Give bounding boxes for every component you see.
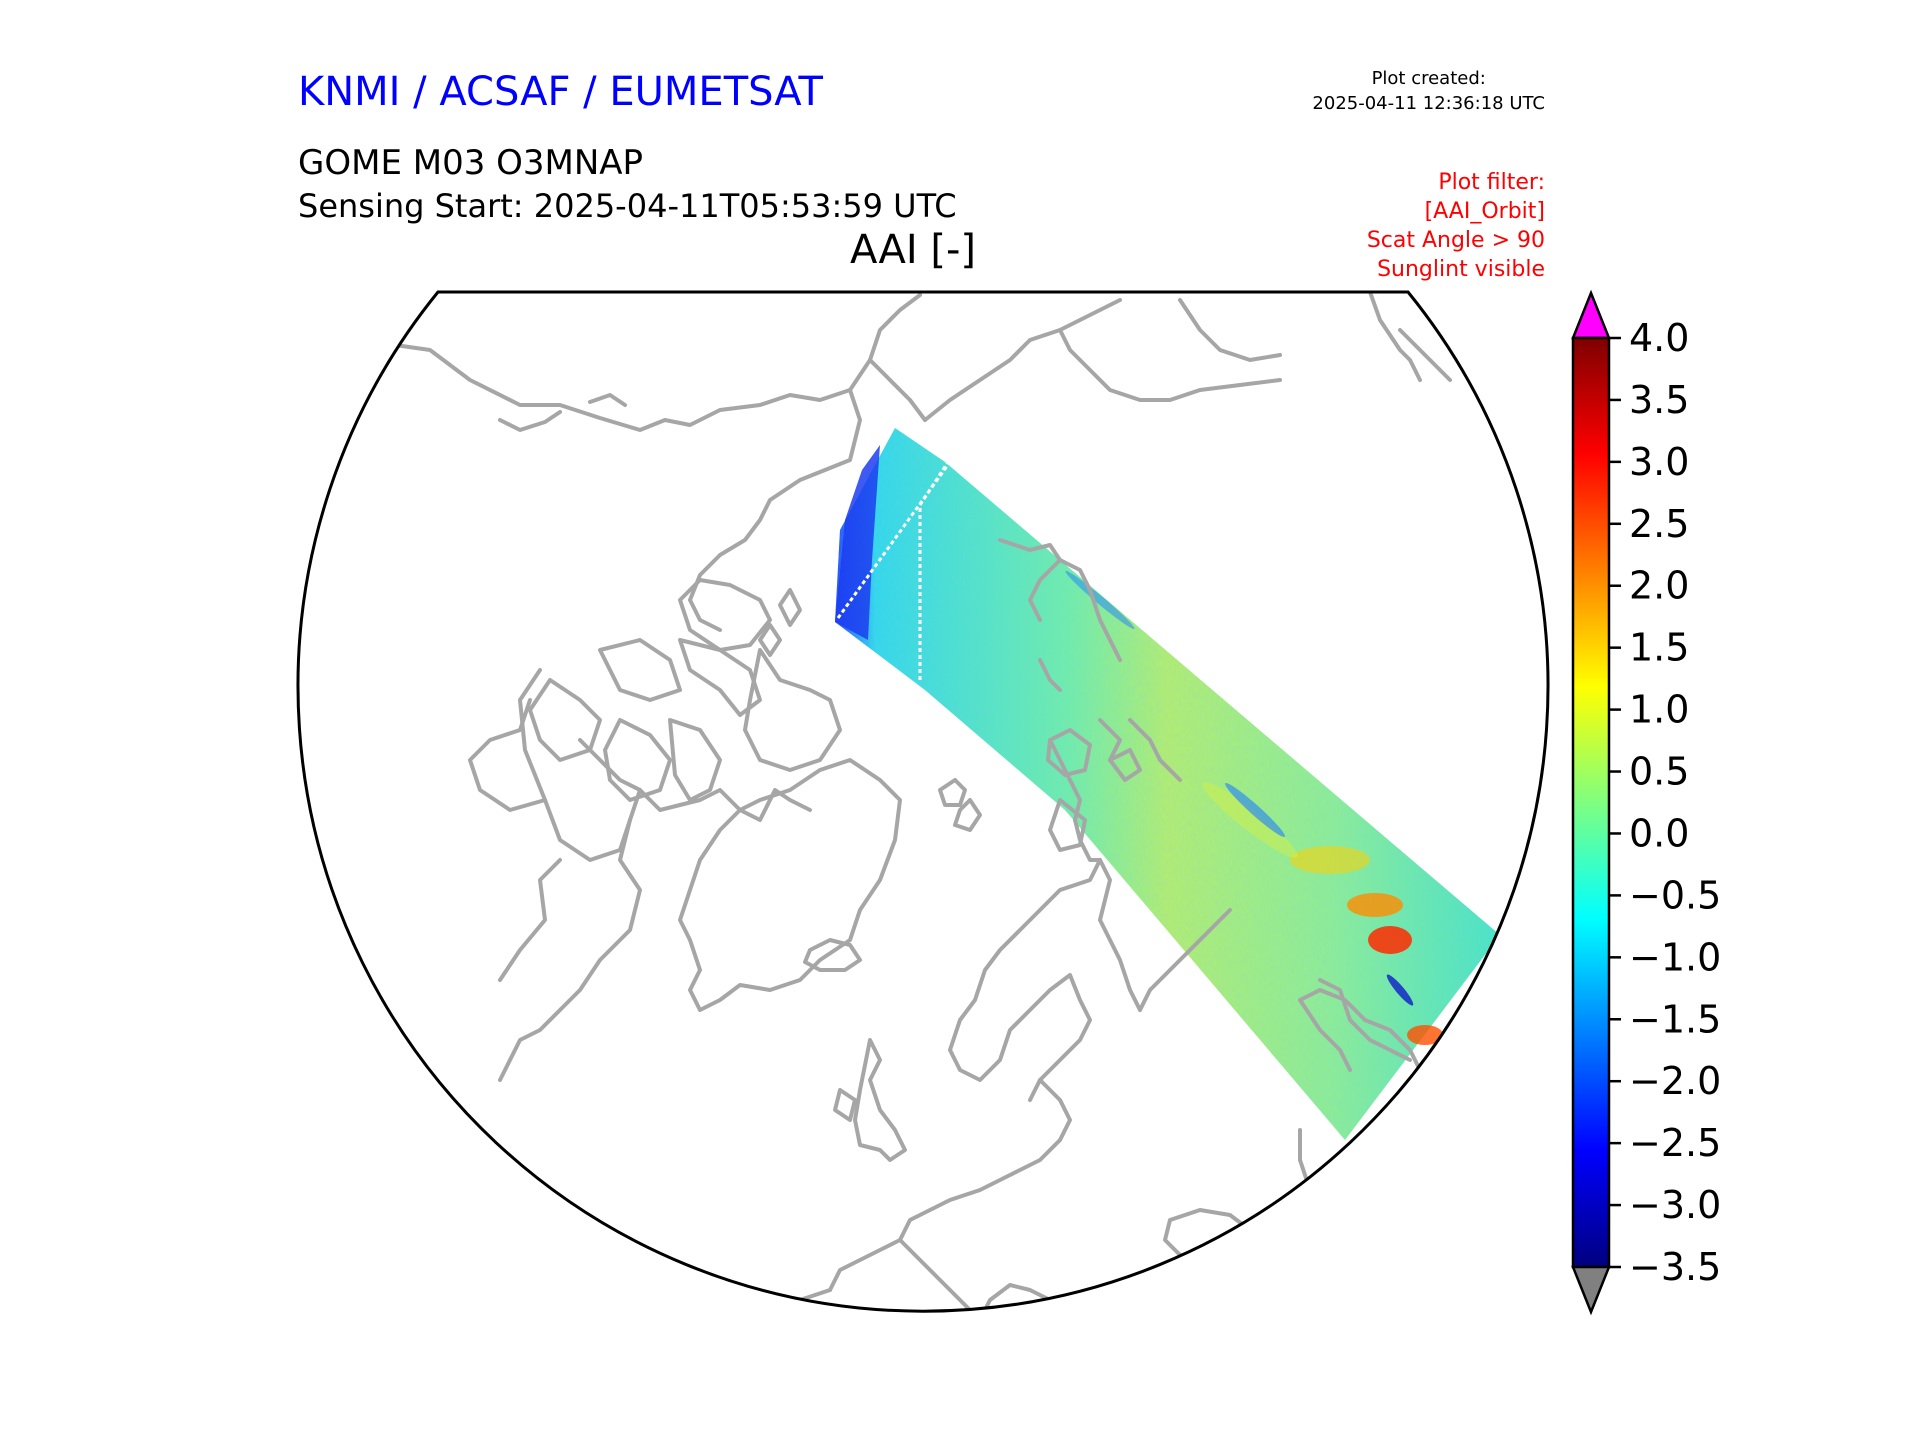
colorbar-under-extension	[1571, 1265, 1611, 1316]
colorbar-tick-label: 0.5	[1629, 750, 1689, 794]
colorbar-tick-label: −1.5	[1629, 997, 1721, 1041]
plot-filter-block: Plot filter: [AAI_Orbit] Scat Angle > 90…	[1367, 168, 1545, 284]
plot-created-label: Plot created:	[1371, 68, 1486, 89]
colorbar-tick-label: −2.0	[1629, 1059, 1721, 1103]
colorbar-tick-label: 3.0	[1629, 440, 1689, 484]
colorbar-tick-label: 4.0	[1629, 316, 1689, 360]
colorbar-tick-label: 1.5	[1629, 626, 1689, 670]
plot-filter-line-3: Sunglint visible	[1377, 257, 1545, 282]
aai-hotspot	[1407, 1025, 1443, 1045]
plot-created-block: Plot created: 2025-04-11 12:36:18 UTC	[1312, 66, 1545, 116]
colorbar-tick-label: −3.0	[1629, 1183, 1721, 1227]
colorbar-gradient	[1571, 336, 1611, 1269]
map-area	[393, 292, 1500, 1312]
colorbar-tick-label: 1.0	[1629, 688, 1689, 732]
aai-hotspot	[1368, 926, 1412, 954]
colorbar-tick-label: −2.5	[1629, 1121, 1721, 1165]
colorbar-over-extension	[1571, 289, 1611, 340]
map-boundary	[296, 290, 1550, 1313]
colorbar-tick-label: 2.5	[1629, 502, 1689, 546]
sensing-start: Sensing Start: 2025-04-11T05:53:59 UTC	[298, 187, 957, 225]
colorbar-ticks: 4.0 3.5 3.0 2.5 2.0 1.5 1.0 0.5 0.0 −0.5 −1.0 −1.5 −…	[1609, 316, 1721, 1289]
colorbar: 4.0 3.5 3.0 2.5 2.0 1.5 1.0 0.5 0.0 −0.5 −1.0 −1.5 −…	[1571, 289, 1721, 1316]
aai-hotspot	[1347, 893, 1403, 917]
colorbar-tick-label: 0.0	[1629, 811, 1689, 855]
plot-filter-title: Plot filter:	[1438, 170, 1545, 195]
colorbar-tick-label: −1.0	[1629, 935, 1721, 979]
colorbar-tick-label: 2.0	[1629, 564, 1689, 608]
plot-filter-line-2: Scat Angle > 90	[1366, 228, 1545, 253]
plot-created-time: 2025-04-11 12:36:18 UTC	[1312, 93, 1545, 114]
map-title: AAI [-]	[850, 227, 976, 273]
organization-title: KNMI / ACSAF / EUMETSAT	[298, 69, 823, 115]
colorbar-tick-label: −0.5	[1629, 873, 1721, 917]
aai-swath	[835, 428, 1500, 1140]
colorbar-tick-label: −3.5	[1629, 1245, 1721, 1289]
aai-hotspot	[1290, 846, 1370, 874]
product-title: GOME M03 O3MNAP	[298, 143, 644, 183]
coastlines-asia	[1299, 988, 1422, 1071]
colorbar-tick-label: 3.5	[1629, 378, 1689, 422]
plot-filter-line-1: [AAI_Orbit]	[1424, 199, 1545, 224]
orbit-gap-line	[918, 461, 950, 506]
